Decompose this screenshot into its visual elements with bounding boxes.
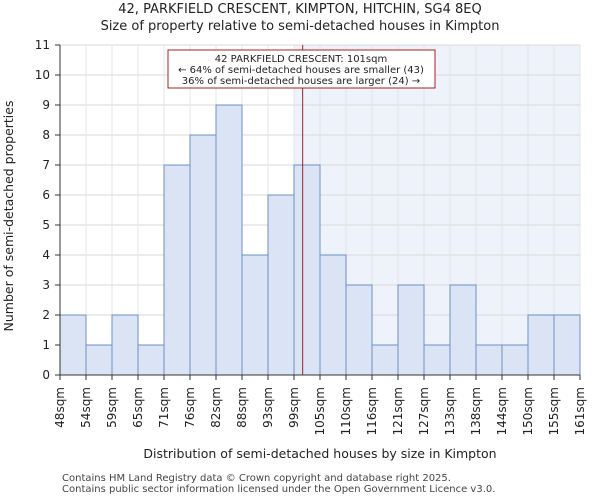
y-tick-label: 6 bbox=[42, 188, 50, 202]
x-tick-label: 155sqm bbox=[547, 387, 561, 435]
x-tick-label: 105sqm bbox=[313, 387, 327, 435]
histogram-bar-48sqm bbox=[59, 314, 87, 376]
y-tick-label: 1 bbox=[42, 338, 50, 352]
x-tick-label: 161sqm bbox=[573, 387, 587, 435]
x-tick-label: 88sqm bbox=[235, 387, 249, 428]
y-axis-title: Number of semi-detached properties bbox=[1, 101, 16, 332]
y-tick-label: 10 bbox=[35, 68, 50, 82]
x-tick-label: 110sqm bbox=[339, 387, 353, 435]
x-tick-label: 99sqm bbox=[287, 387, 301, 428]
x-tick-label: 76sqm bbox=[183, 387, 197, 428]
histogram-bar-59sqm bbox=[111, 314, 139, 376]
y-tick-label: 3 bbox=[42, 278, 50, 292]
chart-title: 42, PARKFIELD CRESCENT, KIMPTON, HITCHIN… bbox=[118, 2, 482, 17]
y-tick-label: 7 bbox=[42, 158, 50, 172]
y-tick-label: 11 bbox=[35, 38, 50, 52]
x-tick-label: 48sqm bbox=[53, 387, 67, 428]
annotation-box bbox=[167, 49, 436, 89]
x-tick-label: 144sqm bbox=[495, 387, 509, 435]
histogram-bar-138sqm bbox=[475, 344, 503, 376]
x-tick-label: 150sqm bbox=[521, 387, 535, 435]
y-tick-label: 4 bbox=[42, 248, 50, 262]
x-tick-label: 59sqm bbox=[105, 387, 119, 428]
annotation-line-3: 36% of semi-detached houses are larger (… bbox=[182, 76, 420, 87]
y-tick-label: 8 bbox=[42, 128, 50, 142]
histogram-bar-150sqm bbox=[527, 314, 555, 376]
x-tick-label: 116sqm bbox=[365, 387, 379, 435]
histogram-bar-127sqm bbox=[423, 344, 451, 376]
x-tick-label: 93sqm bbox=[261, 387, 275, 428]
footer-line-2: Contains public sector information licen… bbox=[62, 484, 496, 495]
y-tick-label: 0 bbox=[42, 368, 50, 382]
x-tick-label: 54sqm bbox=[79, 387, 93, 428]
y-tick-label: 5 bbox=[42, 218, 50, 232]
histogram-bar-82sqm bbox=[215, 104, 243, 376]
histogram-bar-155sqm bbox=[553, 314, 581, 376]
x-tick-label: 133sqm bbox=[443, 387, 457, 435]
x-tick-label: 121sqm bbox=[391, 387, 405, 435]
histogram-bar-133sqm bbox=[449, 284, 477, 376]
chart-subtitle: Size of property relative to semi-detach… bbox=[100, 19, 500, 34]
histogram-bar-144sqm bbox=[501, 344, 529, 376]
histogram-bar-121sqm bbox=[397, 284, 425, 376]
histogram-bar-110sqm bbox=[345, 284, 373, 376]
histogram-bar-71sqm bbox=[163, 164, 191, 376]
histogram-bar-88sqm bbox=[241, 254, 269, 376]
histogram-bar-76sqm bbox=[189, 134, 217, 376]
y-tick-label: 2 bbox=[42, 308, 50, 322]
y-tick-label: 9 bbox=[42, 98, 50, 112]
histogram-bar-65sqm bbox=[137, 344, 165, 376]
x-axis-title: Distribution of semi-detached houses by … bbox=[143, 446, 496, 461]
annotation-line-1: 42 PARKFIELD CRESCENT: 101sqm bbox=[215, 54, 387, 65]
x-tick-label: 65sqm bbox=[131, 387, 145, 428]
histogram-bar-105sqm bbox=[319, 254, 347, 376]
x-tick-label: 138sqm bbox=[469, 387, 483, 435]
x-tick-label: 127sqm bbox=[417, 387, 431, 435]
histogram-bar-99sqm bbox=[293, 164, 321, 376]
x-tick-label: 82sqm bbox=[209, 387, 223, 428]
histogram-bar-93sqm bbox=[267, 194, 295, 376]
footer-line-1: Contains HM Land Registry data © Crown c… bbox=[62, 473, 451, 484]
histogram-bar-54sqm bbox=[85, 344, 113, 376]
x-tick-label: 71sqm bbox=[157, 387, 171, 428]
histogram-bar-116sqm bbox=[371, 344, 399, 376]
annotation-line-2: ← 64% of semi-detached houses are smalle… bbox=[178, 65, 424, 76]
